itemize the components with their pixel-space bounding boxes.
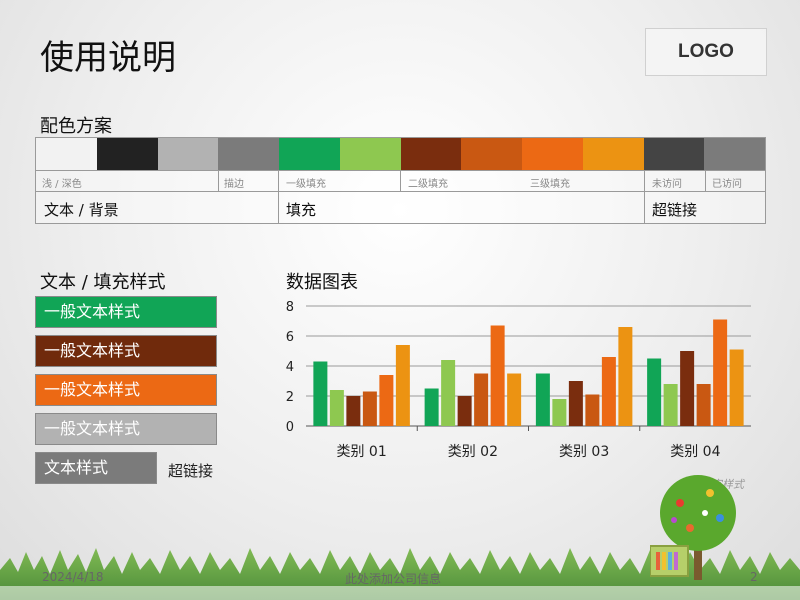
divider <box>705 171 706 191</box>
label-fill1: 一级填充 <box>286 179 326 190</box>
chart-heading: 数据图表 <box>286 272 358 293</box>
style-box-gray: 一般文本样式 <box>35 413 217 445</box>
bar <box>601 357 616 426</box>
bar <box>457 396 472 426</box>
bar <box>647 358 662 426</box>
bar <box>362 391 377 426</box>
palette-table: 浅 / 深色 描边 一级填充 二级填充 三级填充 未访问 已访问 文本 / 背景… <box>35 137 766 224</box>
bar <box>424 388 439 426</box>
logo-placeholder: LOGO <box>645 28 767 76</box>
slide-title: 使用说明 <box>40 38 176 78</box>
color-swatch <box>643 138 705 170</box>
style-box-green: 一般文本样式 <box>35 296 217 328</box>
bar <box>729 349 744 426</box>
x-category-label: 类别 03 <box>559 444 609 460</box>
bar <box>680 351 695 426</box>
y-tick-label: 6 <box>286 330 294 345</box>
bar <box>552 399 567 426</box>
bar <box>663 384 678 426</box>
divider <box>400 171 401 191</box>
divider <box>278 171 279 191</box>
bar <box>585 394 600 426</box>
label-visited: 已访问 <box>712 179 742 190</box>
bar <box>535 373 550 426</box>
palette-sub-labels: 浅 / 深色 描边 一级填充 二级填充 三级填充 未访问 已访问 <box>36 170 765 192</box>
palette-main-labels: 文本 / 背景 填充 超链接 <box>36 192 765 223</box>
color-swatch <box>461 138 522 170</box>
color-swatch <box>522 138 583 170</box>
x-category-label: 类别 02 <box>448 444 498 460</box>
color-swatch <box>704 138 765 170</box>
bar <box>395 345 410 426</box>
grass-decoration <box>0 548 800 600</box>
bar <box>490 325 505 426</box>
y-tick-label: 0 <box>286 420 294 435</box>
bar <box>696 384 711 426</box>
label-fill3: 三级填充 <box>530 179 570 190</box>
color-swatch <box>96 138 158 170</box>
bar <box>507 373 522 426</box>
bar <box>313 361 328 426</box>
y-tick-label: 8 <box>286 300 294 315</box>
label-stroke: 描边 <box>224 179 244 190</box>
palette-heading: 配色方案 <box>40 116 112 137</box>
divider <box>278 192 279 223</box>
tree-decoration <box>650 475 736 580</box>
bar <box>474 373 489 426</box>
bar <box>379 375 394 426</box>
color-swatch <box>36 138 97 170</box>
bar <box>618 327 633 426</box>
style-box-brown: 一般文本样式 <box>35 335 217 367</box>
label-hyperlink: 超链接 <box>652 201 698 219</box>
x-category-label: 类别 01 <box>336 444 386 460</box>
label-light-dark: 浅 / 深色 <box>42 179 82 190</box>
color-swatch <box>157 138 219 170</box>
bar <box>329 390 344 426</box>
divider <box>644 171 645 191</box>
color-swatch <box>218 138 279 170</box>
palette-swatches <box>36 138 765 170</box>
y-tick-label: 4 <box>286 360 294 375</box>
logo-text: LOGO <box>678 41 734 62</box>
bar <box>568 381 583 426</box>
bar-chart: 0 2 4 6 8 类别 01 类别 02 类别 03 类别 04 <box>286 300 751 460</box>
footer-page-number: 2 <box>750 570 758 584</box>
divider <box>218 171 219 191</box>
styles-heading: 文本 / 填充样式 <box>40 272 166 293</box>
label-unvisited: 未访问 <box>652 179 682 190</box>
x-category-label: 类别 04 <box>670 444 720 460</box>
label-fill2: 二级填充 <box>408 179 448 190</box>
color-swatch <box>400 138 462 170</box>
divider <box>644 192 645 223</box>
footer-company-info: 此处添加公司信息 <box>345 572 442 586</box>
label-fill: 填充 <box>286 201 317 219</box>
y-tick-label: 2 <box>286 390 294 405</box>
bar <box>713 319 728 426</box>
bar <box>441 360 456 426</box>
color-swatch <box>339 138 401 170</box>
style-box-orange: 一般文本样式 <box>35 374 217 406</box>
footer-date: 2024/4/18 <box>42 570 104 584</box>
color-swatch <box>582 138 644 170</box>
style-box-dark-gray: 文本样式 <box>35 452 157 484</box>
color-swatch <box>279 138 340 170</box>
bar <box>346 396 361 426</box>
label-text-bg: 文本 / 背景 <box>44 201 119 219</box>
hyperlink-sample[interactable]: 超链接 <box>168 462 214 480</box>
